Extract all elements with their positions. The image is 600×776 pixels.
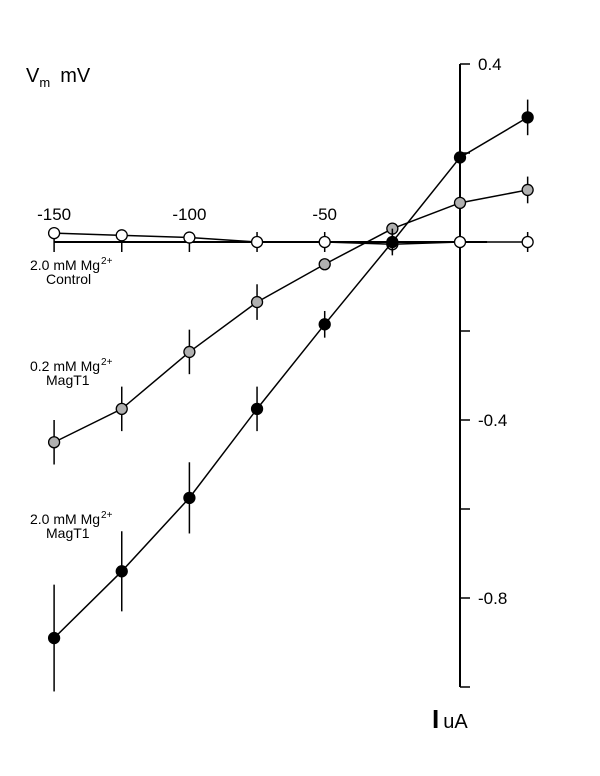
y-tick-label: 0.4 [478,55,502,74]
data-point [453,151,467,164]
data-point [250,402,264,416]
y-tick-label: -0.8 [478,589,507,608]
series-line [54,232,528,245]
data-point [386,235,399,249]
series-label: MagT1 [46,525,90,541]
series-1 [47,176,534,465]
data-point [521,183,534,197]
data-point [453,196,467,209]
data-point [183,345,196,359]
data-point [47,631,61,645]
series-label: 0.2 mM Mg2+ [30,357,113,374]
y-tick-label: -0.4 [478,411,507,430]
data-point [250,295,264,309]
data-point [453,235,467,249]
data-point [318,258,331,271]
series-label: 2.0 mM Mg2+ [30,510,113,527]
data-point [115,565,128,578]
series-line [53,189,528,443]
x-tick-label: -150 [37,205,71,224]
data-point [521,111,534,124]
series-0 [47,226,534,251]
data-point [521,235,534,249]
series-label: Control [46,271,91,287]
data-point [183,491,196,505]
data-point [115,402,128,416]
data-point [318,318,331,331]
series-line [53,116,529,639]
data-point [183,231,196,244]
x-tick-label: -100 [172,205,206,224]
data-point [47,226,61,240]
series-label: MagT1 [46,372,90,388]
data-point [250,235,264,249]
data-point [115,229,128,242]
y-axis-title: Vm mV [26,65,91,90]
series-2 [47,99,534,692]
x-tick-label: -50 [312,205,337,224]
series-label: 2.0 mM Mg2+ [30,256,113,273]
data-point [47,436,61,449]
data-point [318,235,331,249]
